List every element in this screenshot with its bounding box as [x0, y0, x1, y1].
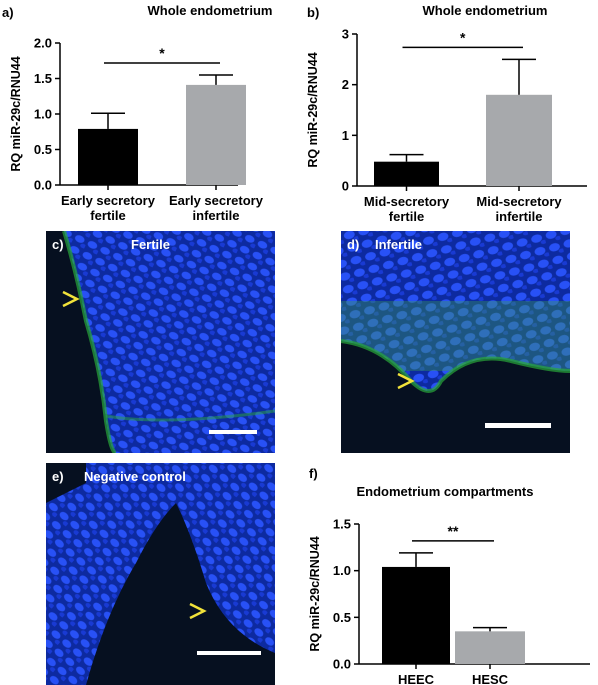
scale-bar [209, 430, 257, 434]
panel-label-c: c) [52, 237, 64, 252]
y-tick-label: 0 [342, 179, 349, 194]
y-axis-label: RQ miR-29c/RNU44 [306, 52, 320, 167]
micrograph-infertile: Infertile d) [341, 231, 570, 453]
y-tick-label: 0.5 [333, 610, 351, 625]
x-tick-label: fertile [90, 208, 125, 223]
scale-bar [197, 651, 261, 655]
arrowhead-icon [189, 602, 207, 620]
significance-marker: * [159, 45, 165, 61]
chart-title-a: Whole endometrium [147, 3, 273, 18]
panel-label-f: f) [309, 466, 318, 481]
y-tick-label: 1.5 [34, 71, 52, 86]
x-tick-label: infertile [496, 209, 543, 224]
chart-title-f: Endometrium compartments [356, 484, 534, 499]
panel-label-b: b) [307, 5, 320, 20]
significance-marker: ** [448, 523, 459, 539]
y-tick-label: 1.0 [34, 107, 52, 122]
y-tick-label: 1.5 [333, 517, 351, 532]
y-tick-label: 0.5 [34, 142, 52, 157]
y-axis-label: RQ miR-29c/RNU44 [9, 56, 23, 171]
y-tick-label: 0.0 [333, 657, 351, 672]
panel-label-a: a) [2, 5, 14, 20]
x-tick-label: Mid-secretory [476, 194, 562, 209]
y-tick-label: 3 [342, 27, 349, 42]
significance-marker: * [460, 29, 466, 45]
bar-fertile [374, 161, 439, 186]
y-axis-label: RQ miR-29c/RNU44 [308, 536, 322, 651]
x-tick-label: Early secretory [169, 193, 264, 208]
x-tick-label: HEEC [398, 672, 435, 685]
x-tick-label: HESC [472, 672, 509, 685]
y-tick-label: 0.0 [34, 178, 52, 193]
x-tick-label: Mid-secretory [364, 194, 450, 209]
micrograph-infertile-label: Infertile [375, 237, 422, 252]
micrograph-fertile: Fertile c) [46, 231, 275, 453]
y-tick-label: 1 [342, 128, 349, 143]
arrowhead-icon [397, 372, 415, 390]
panel-label-d: d) [347, 237, 360, 252]
x-tick-label: Early secretory [61, 193, 156, 208]
x-tick-label: fertile [389, 209, 424, 224]
y-tick-label: 2 [342, 77, 349, 92]
micrograph-negative-label: Negative control [84, 469, 186, 484]
panel-label-e: e) [52, 469, 64, 484]
scale-bar [485, 423, 551, 428]
micrograph-fertile-image [46, 231, 275, 453]
y-tick-label: 1.0 [333, 563, 351, 578]
x-tick-label: infertile [193, 208, 240, 223]
bar-infertile [486, 94, 552, 186]
micrograph-negative-control: Negative control e) [46, 463, 275, 685]
bar-infertile [186, 84, 246, 185]
bar-fertile [78, 128, 138, 185]
chart-title-b: Whole endometrium [422, 3, 548, 18]
arrowhead-icon [62, 290, 80, 308]
micrograph-fertile-label: Fertile [131, 237, 171, 252]
micrograph-negative-image [46, 463, 275, 685]
micrograph-infertile-image [341, 231, 570, 453]
y-tick-label: 2.0 [34, 36, 52, 51]
bar-fertile [382, 566, 450, 664]
bar-infertile [455, 631, 525, 664]
